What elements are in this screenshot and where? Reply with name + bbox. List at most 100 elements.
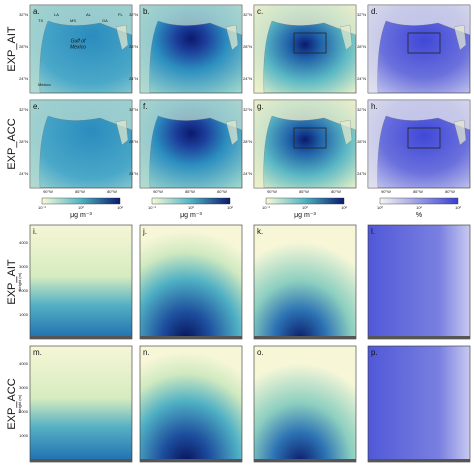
state-label: GA [102,18,108,23]
lon-label: 85°W [299,189,309,194]
lon-label: 85°W [413,189,423,194]
colorbar-tick: 10² [455,205,461,210]
lon-label: 80°W [107,189,117,194]
gulf-label: Gulf of [71,38,86,44]
lon-label: 80°W [445,189,455,194]
panel-label: d. [371,7,378,16]
terrain [368,336,470,339]
colorbar-tick: 10² [227,205,233,210]
height-tick: 4000 [19,361,29,366]
panel-label: l. [371,227,375,236]
lat-label: 28°N [243,44,252,49]
colorbar-tick: 10⁻² [148,205,157,210]
panel-label: m. [33,348,42,357]
state-label: LA [54,12,59,17]
lat-label: 32°N [19,12,28,17]
colorbar-unit: μg m⁻³ [294,212,316,219]
lat-label: 32°N [129,107,138,112]
colorbar [41,197,121,205]
lat-label: 24°N [357,76,366,81]
terrain [30,336,132,339]
lon-label: 80°W [331,189,341,194]
panel-label: n. [143,348,150,357]
colorbar-tick: 10⁰ [188,205,194,210]
terrain [254,459,356,462]
lat-label: 28°N [357,139,366,144]
lat-label: 32°N [243,12,252,17]
mexico-label: Mexico [38,82,51,87]
lat-label: 28°N [243,139,252,144]
panel [367,224,471,340]
domain-box [407,32,441,54]
colorbar-unit: % [416,212,422,219]
terrain [30,459,132,462]
florida [225,119,239,146]
lat-label: 32°N [243,107,252,112]
lon-label: 90°W [43,189,53,194]
lat-label: 24°N [129,76,138,81]
colorbar [379,197,459,205]
panel-label: e. [33,102,40,111]
colorbar-tick: 10⁰ [377,205,383,210]
lat-label: 28°N [19,44,28,49]
terrain [254,336,356,339]
lon-label: 85°W [185,189,195,194]
terrain [368,459,470,462]
height-tick: 3000 [19,385,29,390]
state-label: FL [118,12,123,17]
colorbar-tick: 10² [117,205,123,210]
lat-label: 24°N [357,171,366,176]
domain-box [407,127,441,149]
panel-label: p. [371,348,378,357]
row-label: EXP_AIT [6,26,18,72]
lat-label: 32°N [357,12,366,17]
lat-label: 28°N [19,139,28,144]
lat-label: 28°N [357,44,366,49]
florida [339,24,353,51]
state-label: AL [86,12,92,17]
panel-label: k. [257,227,263,236]
state-label: TX [38,18,43,23]
lat-label: 24°N [243,171,252,176]
panel-label: i. [33,227,37,236]
lat-label: 32°N [19,107,28,112]
panel [253,224,357,340]
height-tick: 2000 [19,288,29,293]
lon-label: 85°W [75,189,85,194]
colorbar-unit: μg m⁻³ [180,212,202,219]
height-tick: 1000 [19,312,29,317]
panel [139,345,243,463]
axis-title: Height (m) [17,394,22,413]
colorbar [265,197,345,205]
panel-label: a. [33,7,40,16]
row-label: EXP_ACC [6,378,18,429]
panel [253,345,357,463]
panel-label: j. [142,227,147,236]
colorbar-tick: 10⁻² [38,205,47,210]
panel [29,224,133,340]
lon-label: 90°W [153,189,163,194]
lat-label: 24°N [129,171,138,176]
lat-label: 32°N [129,12,138,17]
lat-label: 28°N [129,139,138,144]
lat-label: 24°N [243,76,252,81]
panel-label: g. [257,102,264,111]
panel [367,345,471,463]
florida [115,24,129,51]
lat-label: 32°N [357,107,366,112]
height-tick: 3000 [19,264,29,269]
panel [29,345,133,463]
colorbar [151,197,231,205]
colorbar-tick: 10⁰ [302,205,308,210]
lon-label: 90°W [267,189,277,194]
colorbar-tick: 10⁰ [78,205,84,210]
panels: EXP_AIT 32°N 28°N 24°N a. 32°N 28°N 24°N b. 32°N 2… [6,4,471,463]
row-label: EXP_AIT [6,259,18,305]
lat-label: 28°N [129,44,138,49]
domain-box [293,32,327,54]
panel-label: f. [143,102,147,111]
panel [139,224,243,340]
row-label: EXP_ACC [6,118,18,169]
lon-label: 90°W [381,189,391,194]
